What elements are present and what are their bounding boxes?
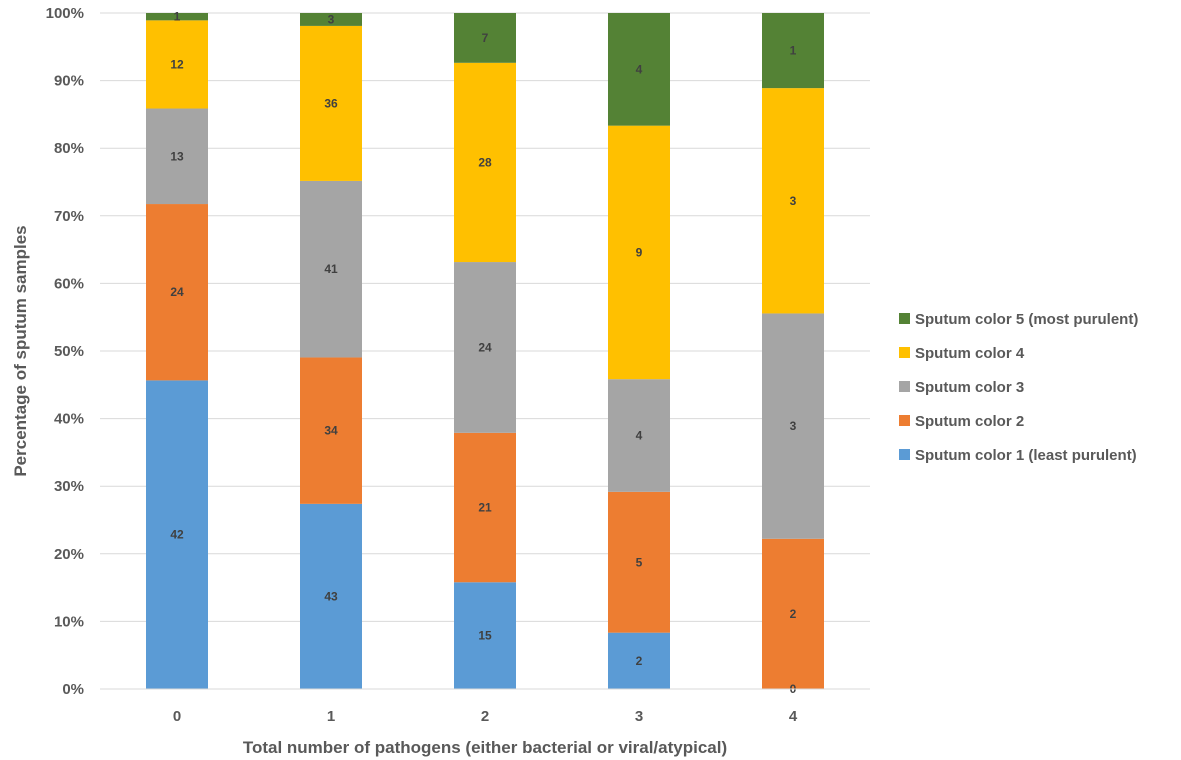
- y-tick-label: 100%: [46, 5, 84, 22]
- y-tick-label: 80%: [54, 140, 84, 157]
- y-tick-label: 50%: [54, 343, 84, 360]
- x-axis-title: Total number of pathogens (either bacter…: [243, 738, 727, 757]
- data-label: 3: [790, 194, 797, 208]
- bar-segment: [454, 13, 516, 63]
- y-axis-ticks: 0% 10% 20% 30% 40% 50% 60% 70% 80% 90% 100%: [46, 5, 84, 698]
- legend: Sputum color 5 (most purulent) Sputum col…: [899, 311, 1138, 464]
- data-label: 15: [478, 629, 492, 643]
- y-tick-label: 30%: [54, 478, 84, 495]
- bar-segment: [762, 313, 824, 539]
- bar-segment: [454, 432, 516, 583]
- y-tick-label: 20%: [54, 546, 84, 563]
- data-label: 3: [790, 419, 797, 433]
- legend-label: Sputum color 2: [915, 413, 1024, 430]
- legend-label: Sputum color 3: [915, 379, 1024, 396]
- x-tick-label: 2: [481, 708, 489, 725]
- y-tick-label: 40%: [54, 411, 84, 428]
- x-tick-label: 0: [173, 708, 181, 725]
- data-label: 21: [478, 501, 492, 515]
- legend-label: Sputum color 1 (least purulent): [915, 447, 1137, 464]
- data-label: 4: [636, 429, 643, 443]
- data-label: 9: [636, 245, 643, 259]
- data-label: 34: [324, 424, 338, 438]
- data-label: 3: [328, 12, 335, 26]
- data-label: 43: [324, 589, 338, 603]
- bar-segment: [300, 180, 362, 358]
- legend-label: Sputum color 4: [915, 345, 1025, 362]
- bar-segment: [608, 632, 670, 689]
- bar-segment: [762, 88, 824, 314]
- x-tick-label: 4: [789, 708, 798, 725]
- bar-segment: [146, 108, 208, 205]
- y-tick-label: 0%: [62, 681, 84, 698]
- data-label: 4: [636, 62, 643, 76]
- bar-segment: [146, 204, 208, 381]
- legend-swatch: [899, 415, 910, 426]
- bar-segment: [454, 582, 516, 689]
- data-label: 12: [170, 57, 184, 71]
- bar-segment: [454, 62, 516, 263]
- data-label: 13: [170, 149, 184, 163]
- bar-segment: [146, 380, 208, 689]
- bar-segment: [454, 262, 516, 433]
- y-tick-label: 60%: [54, 275, 84, 292]
- y-axis-title: Percentage of sputum samples: [11, 225, 30, 476]
- data-label: 1: [174, 10, 181, 24]
- bar-segment: [300, 357, 362, 504]
- bar-segment: [608, 379, 670, 492]
- legend-swatch: [899, 313, 910, 324]
- legend-label: Sputum color 5 (most purulent): [915, 311, 1138, 328]
- bar-segment: [146, 20, 208, 109]
- x-axis-ticks: 0 1 2 3 4: [173, 708, 798, 725]
- bar-segment: [762, 538, 824, 689]
- y-tick-label: 70%: [54, 208, 84, 225]
- legend-swatch: [899, 449, 910, 460]
- data-label: 5: [636, 555, 643, 569]
- bar-segment: [608, 125, 670, 380]
- data-label: 7: [482, 31, 489, 45]
- bars: [146, 13, 824, 689]
- bar-segment: [146, 13, 208, 21]
- y-tick-label: 90%: [54, 73, 84, 90]
- bar-segment: [300, 13, 362, 26]
- legend-swatch: [899, 347, 910, 358]
- legend-swatch: [899, 381, 910, 392]
- bar-segment: [762, 13, 824, 89]
- x-tick-label: 1: [327, 708, 335, 725]
- data-label: 1: [790, 44, 797, 58]
- data-label: 36: [324, 96, 338, 110]
- data-label: 2: [790, 607, 797, 621]
- data-label: 41: [324, 262, 338, 276]
- data-label: 24: [478, 340, 492, 354]
- bar-segment: [608, 13, 670, 126]
- data-label: 28: [478, 155, 492, 169]
- bar-segment: [608, 491, 670, 633]
- data-label: 42: [170, 528, 184, 542]
- y-tick-label: 10%: [54, 613, 84, 630]
- data-label: 24: [170, 285, 184, 299]
- bar-segment: [300, 25, 362, 181]
- x-tick-label: 3: [635, 708, 643, 725]
- data-label: 2: [636, 654, 643, 668]
- bar-segment: [300, 503, 362, 689]
